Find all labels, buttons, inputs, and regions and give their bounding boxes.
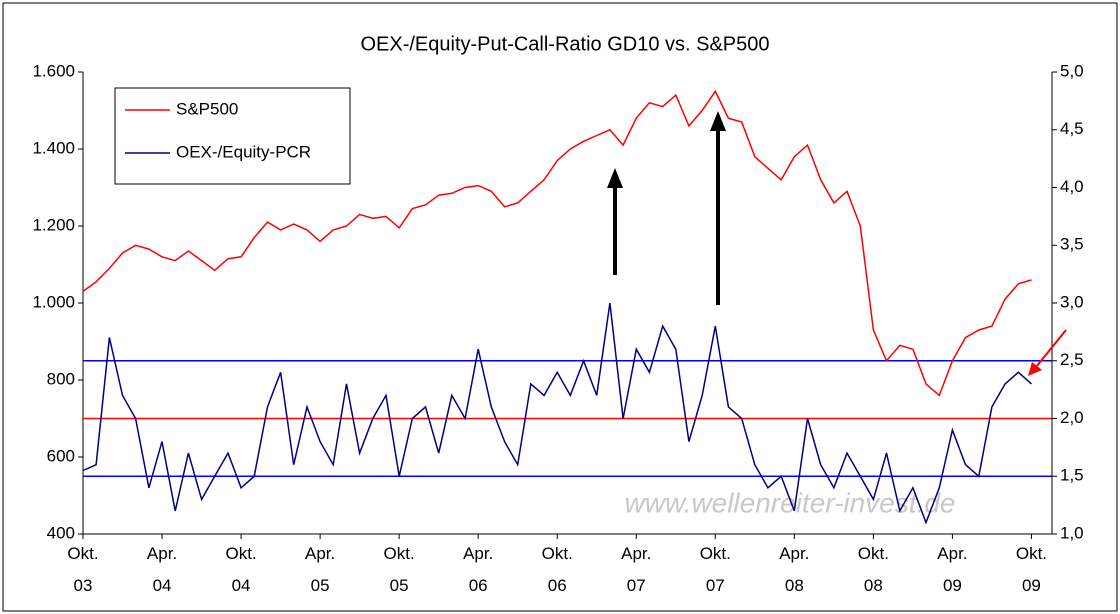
arrows bbox=[607, 111, 1067, 376]
y-tick-label: 1.400 bbox=[32, 138, 75, 157]
x-tick-label: Okt. 09 bbox=[1015, 544, 1048, 595]
y-tick-label: 1.200 bbox=[32, 215, 75, 234]
x-tick-label: Apr. 09 bbox=[937, 544, 968, 595]
x-tick-label: Apr. 06 bbox=[463, 544, 494, 595]
y2-tick-label: 2,0 bbox=[1060, 408, 1084, 427]
y2-tick-label: 2,5 bbox=[1060, 350, 1084, 369]
y-tick-label: 1.600 bbox=[32, 61, 75, 80]
x-tick-label: Okt. 03 bbox=[67, 544, 99, 595]
legend-label: OEX-/Equity-PCR bbox=[176, 142, 311, 161]
arrow bbox=[1035, 329, 1067, 368]
chart-title: OEX-/Equity-Put-Call-Ratio GD10 vs. S&P5… bbox=[360, 33, 769, 55]
arrow-head bbox=[607, 168, 623, 188]
x-tick-label: Okt. 07 bbox=[699, 544, 731, 595]
y2-tick-label: 4,5 bbox=[1060, 119, 1084, 138]
watermark: www.wellenreiter-invest.de bbox=[625, 487, 956, 518]
legend-label: S&P500 bbox=[176, 99, 238, 118]
legend: S&P500 OEX-/Equity-PCR bbox=[125, 99, 311, 161]
y2-tick-label: 4,0 bbox=[1060, 177, 1084, 196]
y2-tick-label: 3,5 bbox=[1060, 235, 1084, 254]
y-tick-label: 1.000 bbox=[32, 292, 75, 311]
y2-tick-label: 1,0 bbox=[1060, 523, 1084, 542]
arrow-head bbox=[710, 111, 726, 131]
y-tick-label: 800 bbox=[47, 369, 75, 388]
x-tick-label: Apr. 05 bbox=[304, 544, 336, 595]
x-tick-label: Okt. 05 bbox=[383, 544, 415, 595]
x-tick-label: Okt. 08 bbox=[857, 544, 889, 595]
y2-tick-label: 1,5 bbox=[1060, 466, 1084, 485]
series-line bbox=[82, 302, 1032, 525]
x-tick-label: Okt. 04 bbox=[225, 544, 257, 595]
y2-tick-label: 5,0 bbox=[1060, 61, 1084, 80]
x-tick-label: Okt. 06 bbox=[541, 544, 573, 595]
x-tick-label: Apr. 07 bbox=[621, 544, 652, 595]
legend-box bbox=[114, 87, 351, 185]
series-line bbox=[82, 89, 1032, 397]
arrow-head bbox=[1028, 362, 1042, 376]
y2-tick-label: 3,0 bbox=[1060, 292, 1084, 311]
y-tick-label: 600 bbox=[47, 446, 75, 465]
x-tick-label: Apr. 08 bbox=[779, 544, 810, 595]
x-tick-label: Apr. 04 bbox=[146, 544, 178, 595]
y-tick-label: 400 bbox=[47, 523, 75, 542]
plot: 400 600 800 1.000 1.200 1.400 1.600 1,0 1,5 2,0 2,… bbox=[32, 61, 1083, 542]
